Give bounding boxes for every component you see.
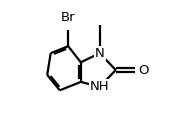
Text: Br: Br [61, 11, 75, 24]
Text: N: N [95, 47, 105, 60]
Text: O: O [138, 64, 149, 76]
Text: NH: NH [90, 80, 109, 93]
